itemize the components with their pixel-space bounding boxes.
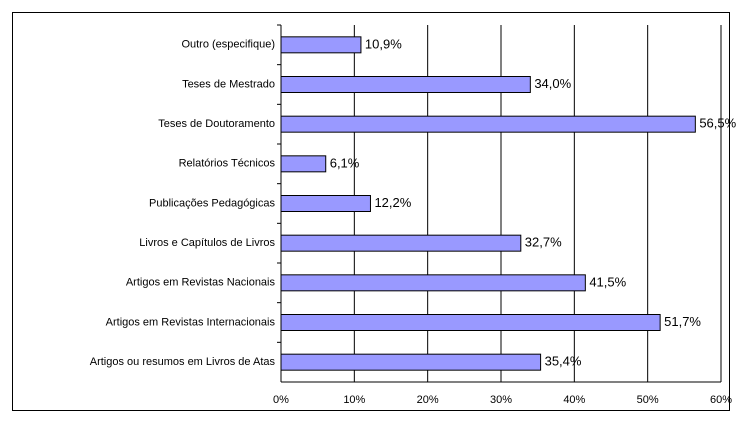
x-tick-label: 0%: [273, 394, 289, 406]
value-label: 56,5%: [699, 116, 736, 131]
bar: [280, 274, 586, 292]
y-tick-label: Teses de Mestrado: [182, 78, 275, 90]
value-label: 12,2%: [374, 195, 411, 210]
x-tick-label: 50%: [637, 394, 659, 406]
y-tick-label: Outro (especifique): [181, 39, 275, 51]
x-tick-label: 30%: [490, 394, 512, 406]
value-label: 34,0%: [534, 76, 571, 91]
value-label: 10,9%: [365, 36, 402, 51]
y-tick-label: Artigos ou resumos em Livros de Atas: [90, 356, 276, 368]
bar: [280, 353, 542, 371]
bar: [280, 155, 327, 173]
y-tick-label: Livros e Capítulos de Livros: [139, 237, 275, 249]
x-tick-label: 60%: [710, 394, 732, 406]
x-tick-label: 20%: [417, 394, 439, 406]
y-tick-label: Artigos em Revistas Internacionais: [106, 316, 276, 328]
bar: [280, 195, 371, 212]
y-tick-label: Publicações Pedagógicas: [149, 197, 275, 209]
x-tick-label: 40%: [563, 394, 585, 406]
value-label: 41,5%: [589, 274, 626, 289]
value-label: 32,7%: [525, 235, 562, 250]
y-tick-label: Artigos em Revistas Nacionais: [126, 277, 276, 289]
y-tick-label: Relatórios Técnicos: [179, 158, 276, 170]
value-label: 51,7%: [664, 314, 701, 329]
bar: [280, 234, 522, 252]
value-label: 6,1%: [330, 155, 360, 170]
chart-border: [12, 12, 730, 411]
bar: [280, 115, 696, 133]
bar: [280, 76, 531, 93]
bar: [280, 36, 362, 54]
y-tick-label: Teses de Doutoramento: [158, 118, 275, 130]
x-tick-label: 10%: [343, 394, 365, 406]
bar: [280, 314, 661, 331]
value-label: 35,4%: [545, 354, 582, 369]
